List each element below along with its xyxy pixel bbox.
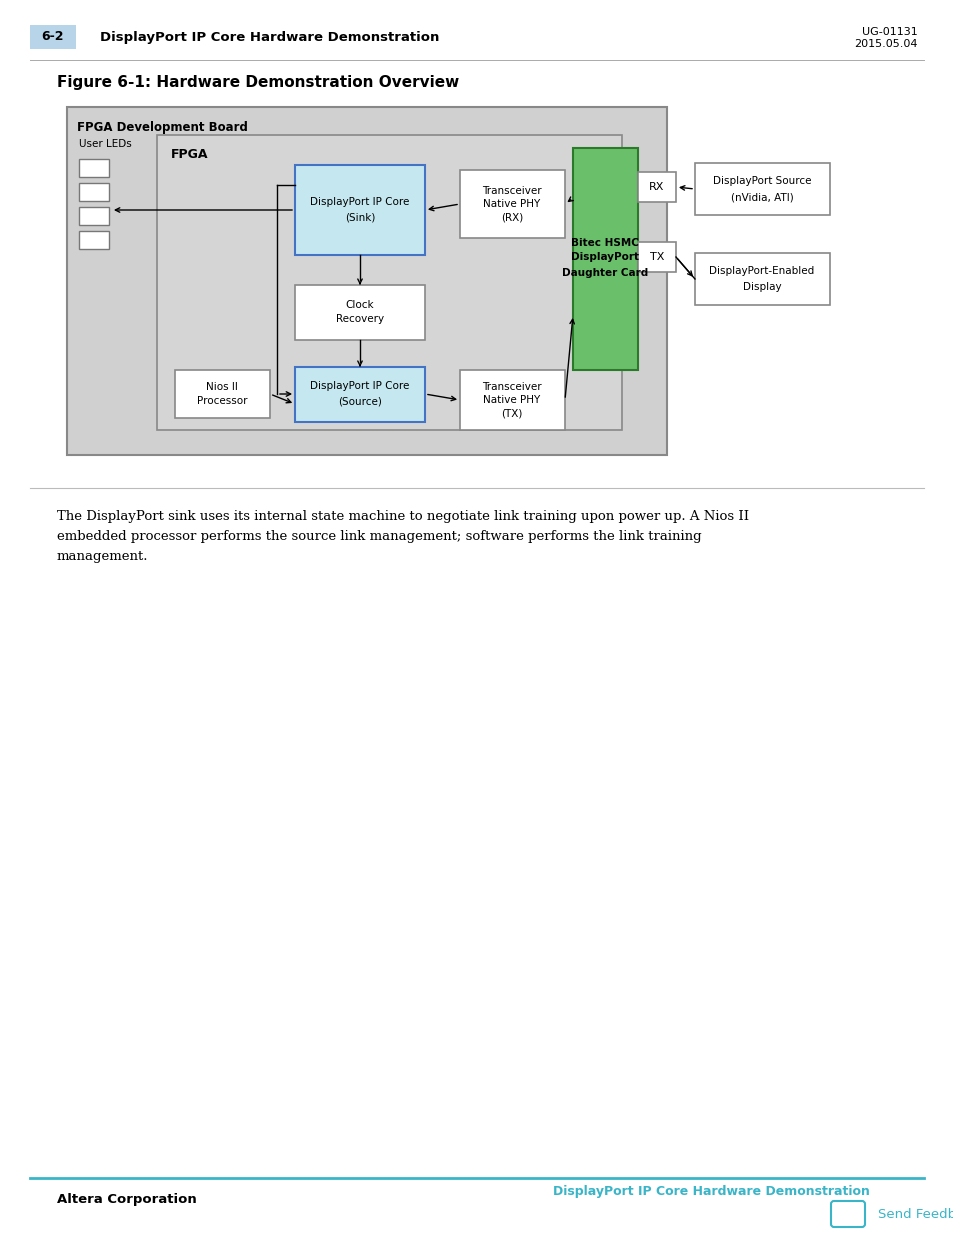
Text: 6-2: 6-2 (42, 31, 64, 43)
Text: DisplayPort IP Core: DisplayPort IP Core (310, 382, 409, 391)
Text: FPGA Development Board: FPGA Development Board (77, 121, 248, 135)
Text: User LEDs: User LEDs (79, 140, 132, 149)
Bar (79, 159, 109, 177)
Bar (459, 170, 564, 238)
Text: 2015.05.04: 2015.05.04 (854, 40, 917, 49)
Bar (79, 231, 109, 249)
Bar (67, 107, 666, 454)
Text: FPGA: FPGA (171, 148, 209, 161)
Text: Send Feedback: Send Feedback (877, 1208, 953, 1220)
Bar (157, 135, 621, 430)
Text: embedded processor performs the source link management; software performs the li: embedded processor performs the source l… (57, 530, 700, 543)
Text: DisplayPort IP Core Hardware Demonstration: DisplayPort IP Core Hardware Demonstrati… (553, 1186, 869, 1198)
Text: (Sink): (Sink) (344, 212, 375, 224)
Text: DisplayPort Source: DisplayPort Source (712, 177, 810, 186)
Text: (TX): (TX) (500, 408, 522, 417)
Bar (294, 367, 424, 422)
Text: Recovery: Recovery (335, 314, 384, 324)
Bar (294, 285, 424, 340)
Text: Native PHY: Native PHY (483, 395, 540, 405)
Text: Altera Corporation: Altera Corporation (57, 1193, 196, 1207)
Text: TX: TX (649, 252, 663, 262)
Bar (79, 207, 109, 225)
Text: Figure 6-1: Hardware Demonstration Overview: Figure 6-1: Hardware Demonstration Overv… (57, 74, 458, 89)
Text: UG-01131: UG-01131 (862, 27, 917, 37)
Bar (638, 172, 676, 203)
Text: RX: RX (649, 182, 664, 191)
Text: Processor: Processor (196, 396, 247, 406)
Text: Transceiver: Transceiver (481, 186, 541, 196)
Text: Display: Display (741, 282, 781, 291)
Bar (459, 370, 564, 430)
Text: DisplayPort: DisplayPort (571, 252, 639, 262)
Text: (RX): (RX) (500, 212, 522, 222)
Bar (174, 370, 270, 417)
Text: DisplayPort-Enabled: DisplayPort-Enabled (709, 266, 814, 275)
Bar (638, 242, 676, 272)
Text: (Source): (Source) (337, 396, 381, 408)
Bar (695, 253, 829, 305)
Bar (30, 25, 76, 49)
Bar (79, 183, 109, 201)
Text: Native PHY: Native PHY (483, 199, 540, 209)
Text: Bitec HSMC: Bitec HSMC (571, 238, 639, 248)
Text: Daughter Card: Daughter Card (561, 268, 647, 278)
Text: management.: management. (57, 550, 149, 563)
Text: Nios II: Nios II (206, 382, 237, 391)
Bar (573, 148, 638, 370)
Bar (695, 163, 829, 215)
Text: Transceiver: Transceiver (481, 382, 541, 391)
Text: (nVidia, ATI): (nVidia, ATI) (730, 191, 793, 203)
Text: The DisplayPort sink uses its internal state machine to negotiate link training : The DisplayPort sink uses its internal s… (57, 510, 748, 522)
Text: DisplayPort IP Core: DisplayPort IP Core (310, 198, 409, 207)
FancyBboxPatch shape (830, 1200, 864, 1228)
Text: DisplayPort IP Core Hardware Demonstration: DisplayPort IP Core Hardware Demonstrati… (100, 31, 439, 43)
Text: Clock: Clock (345, 300, 374, 310)
Bar (294, 165, 424, 254)
